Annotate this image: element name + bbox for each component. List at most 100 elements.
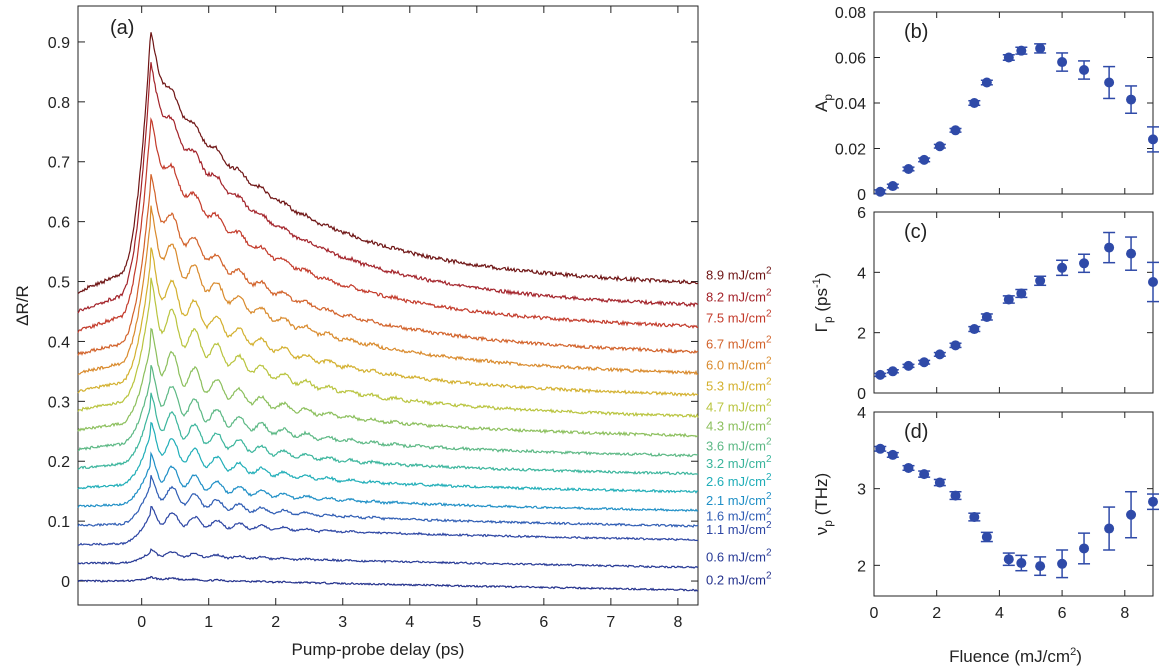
y-tick-label: 0.04 <box>835 96 866 113</box>
data-point <box>1057 57 1068 68</box>
data-point <box>887 449 898 460</box>
panel-c: 0 2 4 6 (c) Γp (ps-1) <box>811 205 1159 403</box>
data-point <box>1057 558 1068 569</box>
data-point <box>950 490 961 501</box>
panel-d-x-axis-label: Fluence (mJ/cm2) <box>949 646 1082 666</box>
panel-d-xlabel-close: ) <box>1076 647 1082 666</box>
data-point <box>981 531 992 542</box>
y-tick-label: 0.3 <box>48 394 70 411</box>
data-point <box>934 141 945 152</box>
panel-a: 0 0.1 0.2 0.3 0.4 0.5 0.6 0.7 0.8 0.9 0 1 2 3 4 5 6 7 8 0… <box>13 5 772 659</box>
x-tick-label: 3 <box>338 614 347 631</box>
panel-b-ylabel-main: A <box>812 100 831 112</box>
y-tick-label: 0.6 <box>48 215 70 232</box>
series-label-value: 3.6 <box>706 438 724 453</box>
data-point <box>887 366 898 377</box>
panel-c-ylabel-sup: -1 <box>811 278 823 288</box>
series-label-unit: mJ/cm <box>724 290 766 305</box>
series-label-unit: mJ/cm <box>724 493 766 508</box>
y-tick-label: 0.9 <box>48 35 70 52</box>
series-label: 7.5 mJ/cm2 <box>706 309 772 326</box>
series-label-unit: mJ/cm <box>724 522 766 537</box>
data-point <box>1035 561 1046 572</box>
data-point <box>1003 554 1014 565</box>
data-point <box>1126 94 1137 105</box>
data-point <box>981 311 992 322</box>
data-point <box>1079 543 1090 554</box>
series-label: 1.6 mJ/cm2 <box>706 506 772 523</box>
y-tick-label: 2 <box>857 326 866 343</box>
panel-d-ylabel-sub: p <box>821 520 835 527</box>
panel-a-y-axis-label: ΔR/R <box>13 285 32 326</box>
panel-b-y-axis-label: Ap <box>812 94 835 112</box>
series-line-5.3 <box>77 247 698 397</box>
data-point <box>1057 262 1068 273</box>
y-tick-label: 4 <box>857 265 866 282</box>
panel-d-xlabel-sup: 2 <box>1070 646 1076 658</box>
x-tick-label: 4 <box>405 614 414 631</box>
y-tick-label: 0.5 <box>48 275 70 292</box>
series-line-6.0 <box>77 205 698 376</box>
y-tick-label: 0 <box>857 187 866 204</box>
x-tick-label: 2 <box>932 605 941 622</box>
data-point <box>981 77 992 88</box>
data-point <box>903 360 914 371</box>
data-point <box>969 98 980 108</box>
panel-d-ylabel-main: ν <box>812 527 831 536</box>
data-point <box>1003 52 1014 63</box>
series-label-value: 2.6 <box>706 474 724 489</box>
data-point <box>1035 43 1046 54</box>
panel-b-label: (b) <box>904 21 928 43</box>
panel-d-ylabel-unit: (THz) <box>812 473 831 520</box>
panel-d-xlabel-main: Fluence (mJ/cm <box>949 647 1070 666</box>
series-label-unit: mJ/cm <box>724 508 766 523</box>
series-label: 0.6 mJ/cm2 <box>706 548 772 565</box>
series-label: 2.1 mJ/cm2 <box>706 491 772 508</box>
series-label-value: 6.7 <box>706 336 724 351</box>
series-label-unit: mJ/cm <box>724 418 766 433</box>
y-tick-label: 2 <box>857 558 866 575</box>
panel-a-y-ticks: 0 0.1 0.2 0.3 0.4 0.5 0.6 0.7 0.8 0.9 <box>48 35 698 591</box>
series-label: 5.3 mJ/cm2 <box>706 376 772 393</box>
series-label-exp: 2 <box>766 334 772 345</box>
series-label: 1.1 mJ/cm2 <box>706 520 772 537</box>
series-label-exp: 2 <box>766 355 772 366</box>
panel-c-frame <box>873 211 1154 394</box>
panel-d-label: (d) <box>904 421 928 443</box>
series-label-value: 4.3 <box>706 418 724 433</box>
series-label-exp: 2 <box>766 397 772 408</box>
series-label-exp: 2 <box>766 570 772 581</box>
panel-d-x-ticks: 0 2 4 6 8 <box>870 412 1129 622</box>
panel-c-ylabel-unit: (ps <box>812 288 831 316</box>
panel-a-x-ticks: 0 1 2 3 4 5 6 7 8 <box>137 6 682 631</box>
data-point <box>1079 258 1090 269</box>
panel-c-y-axis-label: Γp (ps-1) <box>811 273 835 333</box>
series-line-3.2 <box>77 392 699 476</box>
series-label-exp: 2 <box>766 309 772 320</box>
panel-a-series <box>77 32 699 592</box>
series-label-unit: mJ/cm <box>724 357 766 372</box>
data-point <box>934 477 945 488</box>
panel-a-label: (a) <box>110 17 134 39</box>
series-line-3.6 <box>77 364 699 458</box>
series-label-value: 2.1 <box>706 493 724 508</box>
data-point <box>1104 77 1115 88</box>
series-line-8.9 <box>77 32 698 294</box>
y-tick-label: 0 <box>61 574 70 591</box>
data-point <box>1104 242 1115 253</box>
x-tick-label: 1 <box>204 614 213 631</box>
y-tick-label: 0.7 <box>48 155 70 172</box>
series-label: 3.6 mJ/cm2 <box>706 436 772 453</box>
series-label-unit: mJ/cm <box>724 336 766 351</box>
series-label-value: 3.2 <box>706 456 724 471</box>
panel-c-y-ticks: 0 2 4 6 <box>857 205 1153 403</box>
data-point <box>1148 134 1158 145</box>
x-tick-label: 2 <box>271 614 280 631</box>
data-point <box>1016 45 1027 56</box>
series-label-exp: 2 <box>766 548 772 559</box>
series-label: 0.2 mJ/cm2 <box>706 570 772 587</box>
data-point <box>1126 509 1137 520</box>
x-tick-label: 4 <box>995 605 1004 622</box>
series-label: 8.9 mJ/cm2 <box>706 266 772 283</box>
series-line-2.6 <box>77 421 699 494</box>
